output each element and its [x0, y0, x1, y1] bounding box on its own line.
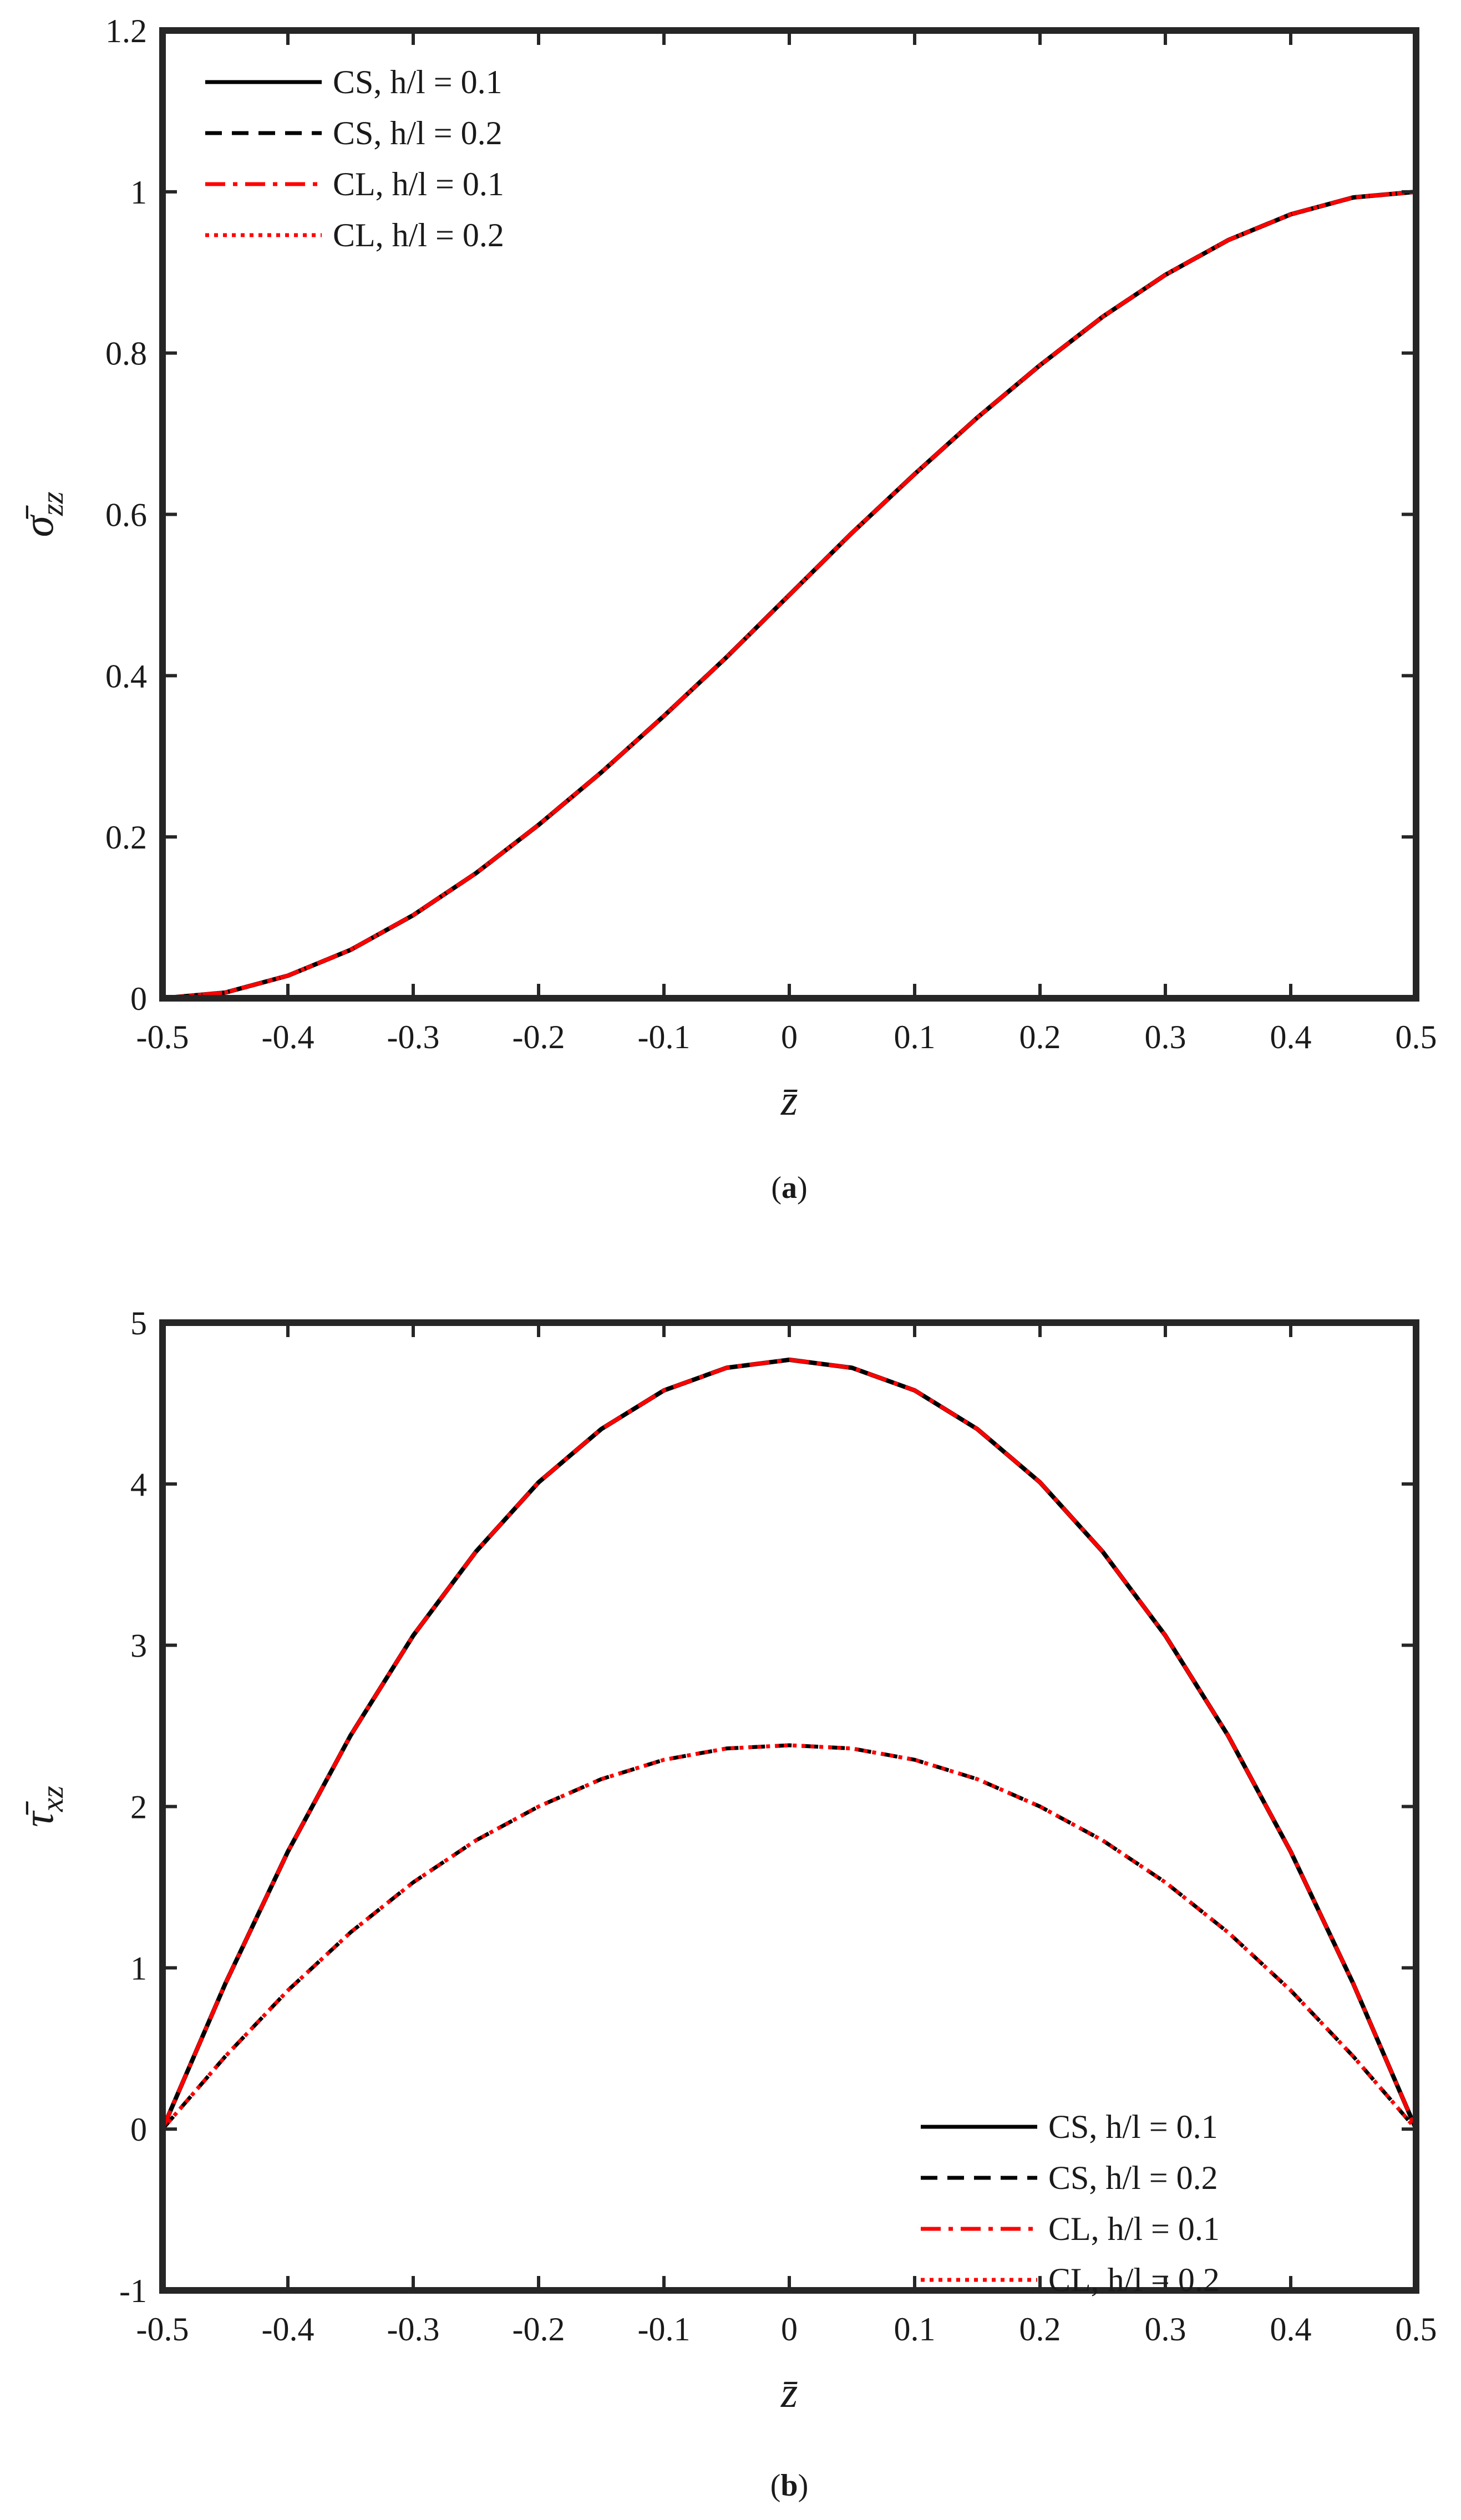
- y-tick-label: 0.2: [105, 819, 147, 856]
- x-tick-label: -0.5: [136, 1019, 189, 1055]
- plot-frame: [159, 1319, 1419, 2294]
- y-axis-subscript: xz: [35, 1786, 70, 1812]
- y-tick-label: 0.4: [105, 658, 147, 694]
- x-tick-label: 0.5: [1396, 2311, 1437, 2348]
- x-tick-label: 0.1: [894, 1019, 936, 1055]
- y-tick-label: 3: [130, 1628, 147, 1664]
- x-tick-label: -0.3: [387, 1019, 440, 1055]
- x-tick-label: 0.1: [894, 2311, 936, 2348]
- x-tick-label: -0.5: [136, 2311, 189, 2348]
- y-tick-label: 0.6: [105, 497, 147, 534]
- x-tick-label: -0.3: [387, 2311, 440, 2348]
- legend-label-3: CL, h/l = 0.1: [1048, 2211, 1220, 2247]
- y-tick-label: 0: [130, 2111, 147, 2148]
- caption-letter: b: [780, 2468, 798, 2503]
- legend-label-3: CL, h/l = 0.1: [333, 166, 504, 202]
- legend-label-2: CS, h/l = 0.2: [1048, 2160, 1218, 2196]
- y-tick-label: 0: [130, 980, 147, 1017]
- series-line-4: [162, 190, 1417, 1000]
- x-tick-label: 0.4: [1270, 1019, 1312, 1055]
- x-axis-label: z̄: [780, 2368, 798, 2416]
- caption-close: ): [797, 1171, 808, 1205]
- y-tick-label: -1: [119, 2273, 147, 2309]
- x-tick-label: -0.4: [262, 1019, 314, 1055]
- legend: CS, h/l = 0.1 CS, h/l = 0.2 CL, h/l = 0.1 C…: [921, 2109, 1220, 2298]
- y-tick-label: 5: [130, 1305, 147, 1342]
- y-axis-label: σ̄zz: [14, 491, 70, 537]
- x-tick-label: 0.3: [1145, 1019, 1186, 1055]
- panel-caption: (a): [771, 1171, 807, 1205]
- y-tick-label: 1: [130, 1950, 147, 1986]
- y-tick-label: 0.8: [105, 336, 147, 372]
- y-tick-label: 1: [130, 174, 147, 211]
- panel-caption: (b): [770, 2468, 808, 2503]
- x-tick-label: 0.2: [1019, 1019, 1061, 1055]
- y-tick-label: 1.2: [105, 13, 147, 49]
- caption-open: (: [770, 2468, 781, 2503]
- series-line-4: [161, 1743, 1418, 2131]
- legend: CS, h/l = 0.1 CS, h/l = 0.2 CL, h/l = 0.1 C…: [205, 64, 504, 253]
- legend-label-2: CS, h/l = 0.2: [333, 115, 503, 151]
- x-tick-label: -0.1: [638, 1019, 691, 1055]
- x-tick-label: 0.4: [1270, 2311, 1312, 2348]
- x-tick-label: 0: [781, 1019, 798, 1055]
- y-axis-label: τ̄xz: [14, 1786, 70, 1827]
- x-tick-label: -0.2: [513, 2311, 565, 2348]
- caption-close: ): [798, 2468, 809, 2503]
- plot-frame: [159, 27, 1419, 1002]
- chart-panel-a: -0.5 -0.4 -0.3 -0.2 -0.1 0 0.1 0.2 0.3 0.4 0.5 0 0.2…: [14, 13, 1437, 1205]
- chart-panel-b: -0.5 -0.4 -0.3 -0.2 -0.1 0 0.1 0.2 0.3 0.4 0.5 -1 0 1…: [14, 1305, 1437, 2503]
- y-axis-subscript: zz: [35, 491, 70, 516]
- y-tick-label: 4: [130, 1466, 147, 1503]
- x-tick-label: 0.3: [1145, 2311, 1186, 2348]
- y-tick-label: 2: [130, 1789, 147, 1826]
- caption-open: (: [771, 1171, 782, 1205]
- legend-label-4: CL, h/l = 0.2: [333, 217, 504, 253]
- series-line-3: [160, 1358, 1418, 2130]
- x-tick-label: -0.2: [513, 1019, 565, 1055]
- series-line-3: [162, 190, 1417, 1000]
- series-line-2: [161, 1743, 1418, 2131]
- x-tick-label: 0.5: [1396, 1019, 1437, 1055]
- legend-label-1: CS, h/l = 0.1: [1048, 2109, 1218, 2145]
- legend-label-1: CS, h/l = 0.1: [333, 64, 503, 100]
- x-tick-label: 0.2: [1019, 2311, 1061, 2348]
- x-tick-label: 0: [781, 2311, 798, 2348]
- caption-letter: a: [782, 1171, 797, 1205]
- x-tick-label: -0.1: [638, 2311, 691, 2348]
- x-tick-label: -0.4: [262, 2311, 314, 2348]
- x-axis-label: z̄: [780, 1076, 798, 1124]
- legend-label-4: CL, h/l = 0.2: [1048, 2262, 1220, 2298]
